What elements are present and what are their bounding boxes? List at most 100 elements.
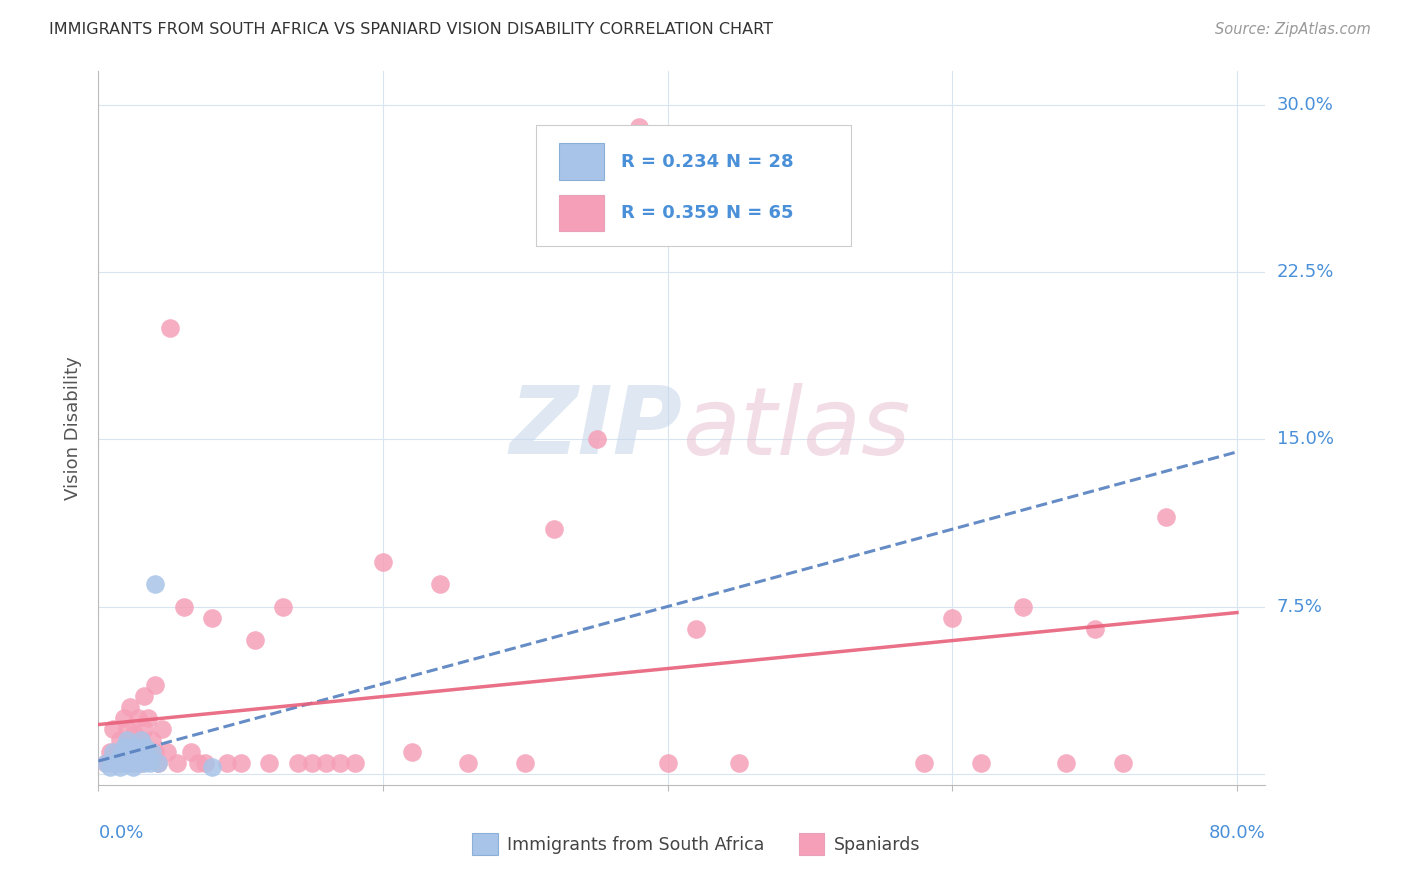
Point: [121, 749, 143, 764]
Point: [173, 599, 195, 614]
Point: [138, 756, 160, 770]
Text: 0.0%: 0.0%: [98, 824, 143, 842]
Point: [129, 756, 152, 770]
Point: [104, 749, 127, 764]
Point: [122, 726, 145, 740]
FancyBboxPatch shape: [560, 194, 603, 231]
Point: [101, 756, 124, 770]
Y-axis label: Vision Disability: Vision Disability: [65, 356, 83, 500]
Point: [108, 749, 131, 764]
Point: [124, 753, 146, 767]
Text: ZIP: ZIP: [509, 382, 682, 475]
Point: [104, 756, 127, 770]
Point: [118, 744, 141, 758]
Point: [127, 744, 149, 758]
Point: [315, 756, 337, 770]
Point: [121, 760, 143, 774]
Point: [301, 756, 323, 770]
Point: [1054, 756, 1077, 770]
Point: [657, 756, 679, 770]
Point: [112, 740, 135, 755]
Point: [401, 744, 423, 758]
Point: [287, 756, 309, 770]
Point: [429, 577, 451, 591]
FancyBboxPatch shape: [799, 833, 824, 855]
Point: [112, 756, 135, 770]
Point: [94, 756, 117, 770]
Point: [148, 756, 170, 770]
Point: [115, 733, 138, 747]
Point: [101, 723, 124, 737]
Text: N = 65: N = 65: [727, 204, 794, 222]
Point: [132, 723, 155, 737]
Point: [201, 760, 224, 774]
Point: [101, 744, 124, 758]
Point: [136, 749, 159, 764]
Point: [108, 733, 131, 747]
Point: [1084, 622, 1107, 636]
Text: Source: ZipAtlas.com: Source: ZipAtlas.com: [1215, 22, 1371, 37]
Point: [143, 678, 166, 692]
Point: [585, 433, 607, 447]
Point: [727, 756, 749, 770]
Point: [122, 740, 145, 755]
Point: [129, 733, 152, 747]
Text: IMMIGRANTS FROM SOUTH AFRICA VS SPANIARD VISION DISABILITY CORRELATION CHART: IMMIGRANTS FROM SOUTH AFRICA VS SPANIARD…: [49, 22, 773, 37]
Point: [141, 733, 163, 747]
Text: Spaniards: Spaniards: [834, 836, 920, 854]
Point: [457, 756, 479, 770]
Text: 80.0%: 80.0%: [1209, 824, 1265, 842]
Text: N = 28: N = 28: [727, 153, 794, 170]
Point: [941, 610, 963, 624]
Point: [132, 689, 155, 703]
Point: [1154, 510, 1177, 524]
Point: [129, 749, 152, 764]
Text: 30.0%: 30.0%: [1277, 95, 1333, 114]
Point: [152, 723, 174, 737]
Point: [98, 760, 121, 774]
Point: [129, 733, 152, 747]
Point: [343, 756, 366, 770]
Point: [115, 751, 138, 765]
Point: [243, 633, 266, 648]
Point: [112, 744, 135, 758]
Point: [115, 723, 138, 737]
Point: [201, 610, 224, 624]
Point: [166, 756, 188, 770]
FancyBboxPatch shape: [472, 833, 498, 855]
Point: [215, 756, 238, 770]
Point: [115, 756, 138, 770]
Point: [912, 756, 935, 770]
Point: [685, 622, 707, 636]
Point: [273, 599, 295, 614]
Point: [134, 740, 156, 755]
Point: [122, 756, 145, 770]
Point: [132, 756, 155, 770]
Point: [143, 577, 166, 591]
Point: [148, 756, 170, 770]
Point: [156, 744, 179, 758]
Text: 7.5%: 7.5%: [1277, 598, 1323, 615]
Point: [543, 521, 565, 535]
Point: [118, 699, 141, 714]
Point: [98, 744, 121, 758]
Point: [329, 756, 352, 770]
Text: atlas: atlas: [682, 383, 910, 474]
Point: [108, 756, 131, 770]
Point: [118, 756, 141, 770]
Point: [112, 711, 135, 725]
Point: [1012, 599, 1035, 614]
Text: 15.0%: 15.0%: [1277, 430, 1333, 449]
Point: [180, 744, 202, 758]
Point: [108, 760, 131, 774]
FancyBboxPatch shape: [560, 144, 603, 180]
Point: [187, 756, 209, 770]
Text: R = 0.234: R = 0.234: [621, 153, 720, 170]
Text: R = 0.359: R = 0.359: [621, 204, 720, 222]
Point: [118, 740, 141, 755]
Point: [127, 756, 149, 770]
Point: [1112, 756, 1135, 770]
Point: [194, 756, 217, 770]
Point: [257, 756, 280, 770]
Point: [229, 756, 252, 770]
